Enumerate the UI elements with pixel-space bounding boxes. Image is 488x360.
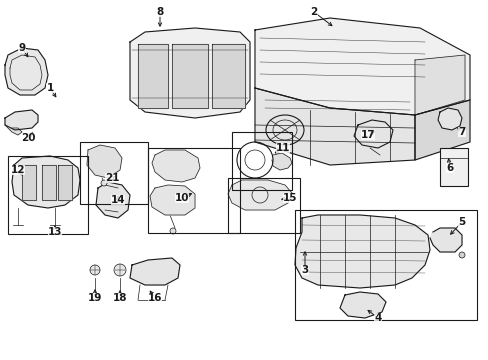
Bar xyxy=(294,210,476,320)
Polygon shape xyxy=(254,88,414,165)
Polygon shape xyxy=(172,44,207,108)
Bar xyxy=(439,148,467,186)
Polygon shape xyxy=(414,55,464,115)
Text: 17: 17 xyxy=(360,130,375,140)
Text: 7: 7 xyxy=(457,127,465,137)
Bar xyxy=(58,165,72,200)
Text: 19: 19 xyxy=(88,293,102,303)
Bar xyxy=(8,156,88,234)
Bar xyxy=(42,165,56,200)
Polygon shape xyxy=(271,153,291,170)
Polygon shape xyxy=(12,156,80,208)
Polygon shape xyxy=(150,185,195,215)
Polygon shape xyxy=(130,28,249,118)
Polygon shape xyxy=(414,100,469,160)
Bar xyxy=(80,142,148,204)
Circle shape xyxy=(114,264,126,276)
Text: 10: 10 xyxy=(174,193,189,203)
Polygon shape xyxy=(130,258,180,285)
Bar xyxy=(22,165,36,200)
Bar xyxy=(231,132,291,190)
Polygon shape xyxy=(227,180,291,210)
Bar xyxy=(227,178,299,233)
Text: 14: 14 xyxy=(110,195,125,205)
Text: 4: 4 xyxy=(373,313,381,323)
Polygon shape xyxy=(87,145,122,178)
Text: 15: 15 xyxy=(282,193,297,203)
Text: 18: 18 xyxy=(113,293,127,303)
Text: 1: 1 xyxy=(46,83,54,93)
Text: 11: 11 xyxy=(275,143,290,153)
Circle shape xyxy=(458,252,464,258)
Polygon shape xyxy=(429,228,461,252)
Polygon shape xyxy=(254,18,469,115)
Text: 9: 9 xyxy=(19,43,25,53)
Text: 13: 13 xyxy=(48,227,62,237)
Polygon shape xyxy=(138,44,168,108)
Text: 3: 3 xyxy=(301,265,308,275)
Polygon shape xyxy=(152,150,200,182)
Polygon shape xyxy=(5,110,38,130)
Text: 16: 16 xyxy=(147,293,162,303)
Text: 6: 6 xyxy=(446,163,453,173)
Polygon shape xyxy=(294,215,429,288)
Text: 5: 5 xyxy=(457,217,465,227)
Polygon shape xyxy=(437,108,461,130)
Bar xyxy=(148,148,240,233)
Polygon shape xyxy=(5,48,48,95)
Polygon shape xyxy=(353,120,392,148)
Text: 8: 8 xyxy=(156,7,163,17)
Polygon shape xyxy=(339,292,385,318)
Circle shape xyxy=(170,228,176,234)
Circle shape xyxy=(101,180,107,186)
Text: 21: 21 xyxy=(104,173,119,183)
Text: 2: 2 xyxy=(310,7,317,17)
Text: 20: 20 xyxy=(20,133,35,143)
Polygon shape xyxy=(5,125,22,135)
Polygon shape xyxy=(96,182,130,218)
Polygon shape xyxy=(212,44,244,108)
Text: 12: 12 xyxy=(11,165,25,175)
Circle shape xyxy=(90,265,100,275)
